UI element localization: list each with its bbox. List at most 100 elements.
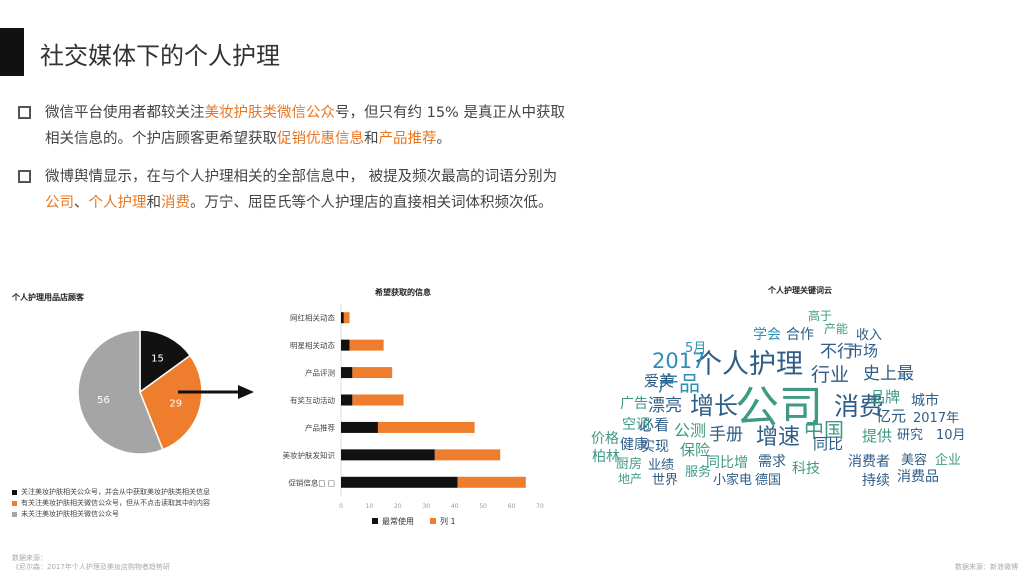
wordcloud-word: 收入 [856,328,883,343]
bar-segment [377,421,475,433]
bullet-text-weibo: 微博舆情显示，在与个人护理相关的全部信息中， 被提及频次最高的词语分别为公司、个… [45,164,570,216]
wordcloud-word: 市场 [848,342,879,360]
word-cloud: 公司 个人护理 消费 增长 增速 产品 2017 行业 史上最 中国 手册 不行 品牌 漂亮 公测 同比 亿元提… [580,298,1000,498]
wordcloud-word: 高于 [808,309,833,323]
wordcloud-word: 史上最 [863,364,914,384]
legend-swatch [12,501,17,506]
wordcloud-word: 同比增 [706,455,748,471]
wordcloud-word: 爱美 [644,372,675,390]
wordcloud-word: 提供 [862,427,893,445]
legend-label: 未关注美妆护肤相关微信公众号 [21,510,119,518]
wordcloud-word: 服务 [685,465,712,480]
wordcloud-word: 地产 [618,472,643,486]
bar-segment [341,339,350,351]
bar-segment [349,339,384,351]
pie-legend-entry: 有关注美妆护肤相关微信公众号，但从不点击读取其中的内容 [12,499,247,508]
bar-category-label: 产品推荐 [305,422,335,432]
bar-segment [341,421,378,433]
bar-x-tick-label: 60 [508,503,516,510]
pie-slice [139,329,192,394]
pie-slice [139,354,203,451]
wordcloud-word: 亿元 [876,407,907,425]
pie-slice [77,329,164,455]
wordcloud-word: 产品 [658,372,700,396]
legend-label: 有关注美妆护肤相关微信公众号，但从不点击读取其中的内容 [21,499,210,507]
bar-category-label: 美妆护肤发知识 [283,450,336,460]
wordcloud-word: 需求 [758,454,786,470]
bar-legend-swatch [372,518,378,524]
wordcloud-word: 持续 [862,473,890,489]
pie-chart: 15 29 56 [77,329,203,455]
wordcloud-title: 个人护理关键词云 [768,286,832,295]
wordcloud-word: 科技 [792,461,820,477]
wordcloud-word: 漂亮 [648,396,682,416]
wordcloud-word: 学会 [753,327,781,343]
bullet-square-icon [18,106,31,119]
pie-data-label: 15 [151,354,164,365]
wordcloud-word: 健康 [620,437,648,453]
wordcloud-word: 厨房 [616,457,643,472]
wordcloud-word: 产能 [824,322,849,336]
bar-legend-swatch [430,518,436,524]
bar-segment [457,476,526,488]
bar-segment [352,367,393,379]
wordcloud-word: 广告 [620,396,648,412]
bullet-text-segment: 、 [74,195,89,211]
pie-chart-title: 个人护理用品店顾客 [12,293,84,302]
bar-segment [434,449,501,461]
source-text: 《尼尔森：2017年个人护理及美妆店购物者趋势研 [12,563,170,571]
bullet-text-segment: 微博舆情显示，在与个人护理相关的全部信息中， 被提及频次最高的词语分别为 [45,169,558,185]
bar-legend-label: 列 1 [440,516,456,526]
wordcloud-word: 柏林 [592,449,620,465]
bullet-text-segment: 。万宁、屈臣氏等个人护理店的直接相关词体积频次低。 [190,195,553,211]
bullet-list: 微信平台使用者都较关注美妆护肤类微信公众号，但只有约 15% 是真正从中获取相关… [18,100,578,228]
pie-data-label: 29 [169,398,182,409]
wordcloud-word: 消费者 [848,454,890,470]
bullet-item: 微信平台使用者都较关注美妆护肤类微信公众号，但只有约 15% 是真正从中获取相关… [18,100,578,152]
bar-segment [341,312,344,324]
bar-category-label: 网红相关动态 [290,313,335,323]
highlight-text: 个人护理 [88,195,147,211]
wordcloud-word: 消费品 [897,469,939,485]
wordcloud-word: 行业 [811,364,850,386]
bullet-text-wechat: 微信平台使用者都较关注美妆护肤类微信公众号，但只有约 15% 是真正从中获取相关… [45,100,570,152]
legend-swatch [12,512,17,517]
wordcloud-word: 企业 [935,453,962,468]
pie-legend: 关注美妆护肤相关公众号，并会从中获取美妆护肤类相关信息 有关注美妆护肤相关微信公众… [12,488,247,521]
bullet-text-segment: 和 [146,195,162,211]
wordcloud-word: 必看 [639,416,670,434]
wordcloud-word: 公司 [735,382,823,433]
highlight-text: 公司 [45,195,74,211]
bar-x-tick-label: 20 [394,503,402,510]
wordcloud-word: 研究 [897,428,924,443]
wordcloud-word: 个人护理 [695,349,803,380]
wordcloud-word: 德国 [755,473,782,488]
wordcloud-word: 增速 [756,425,801,450]
bar-category-label: 明星相关动态 [290,340,335,350]
bar-x-tick-label: 10 [366,503,374,510]
legend-label: 关注美妆护肤相关公众号，并会从中获取美妆护肤类相关信息 [21,488,210,496]
wordcloud-word: 合作 [786,327,814,343]
wordcloud-word: 10月 [936,428,966,443]
wordcloud-word: 世界 [652,473,679,488]
highlight-text: 促销优惠信息 [277,131,364,147]
wordcloud-word: 品牌 [870,388,901,406]
wordcloud-word: 美容 [901,453,928,468]
bar-legend-label: 最常使用 [382,516,414,526]
bullet-text-segment: 号，但只有约 15% 是真正从中获取相关信息的。个护店顾客更希望获取 [45,105,565,147]
bullet-text-segment: 和 [364,131,379,147]
pie-legend-entry: 关注美妆护肤相关公众号，并会从中获取美妆护肤类相关信息 [12,488,247,497]
wordcloud-word: 5月 [685,341,707,356]
pie-data-label: 56 [97,395,110,406]
wordcloud-word: 价格 [591,431,619,447]
bullet-item: 微博舆情显示，在与个人护理相关的全部信息中， 被提及频次最高的词语分别为公司、个… [18,164,578,216]
bullet-text-segment: 。 [436,131,452,147]
bar-segment [341,476,458,488]
highlight-text: 美妆护肤类微信公众 [204,105,336,121]
wordcloud-word: 增长 [690,392,738,420]
legend-swatch [12,490,17,495]
wordcloud-word: 实现 [641,439,669,455]
wordcloud-word: 小家电 [713,473,753,488]
source-note-left: 数据来源： 《尼尔森：2017年个人护理及美妆店购物者趋势研 [12,554,170,572]
